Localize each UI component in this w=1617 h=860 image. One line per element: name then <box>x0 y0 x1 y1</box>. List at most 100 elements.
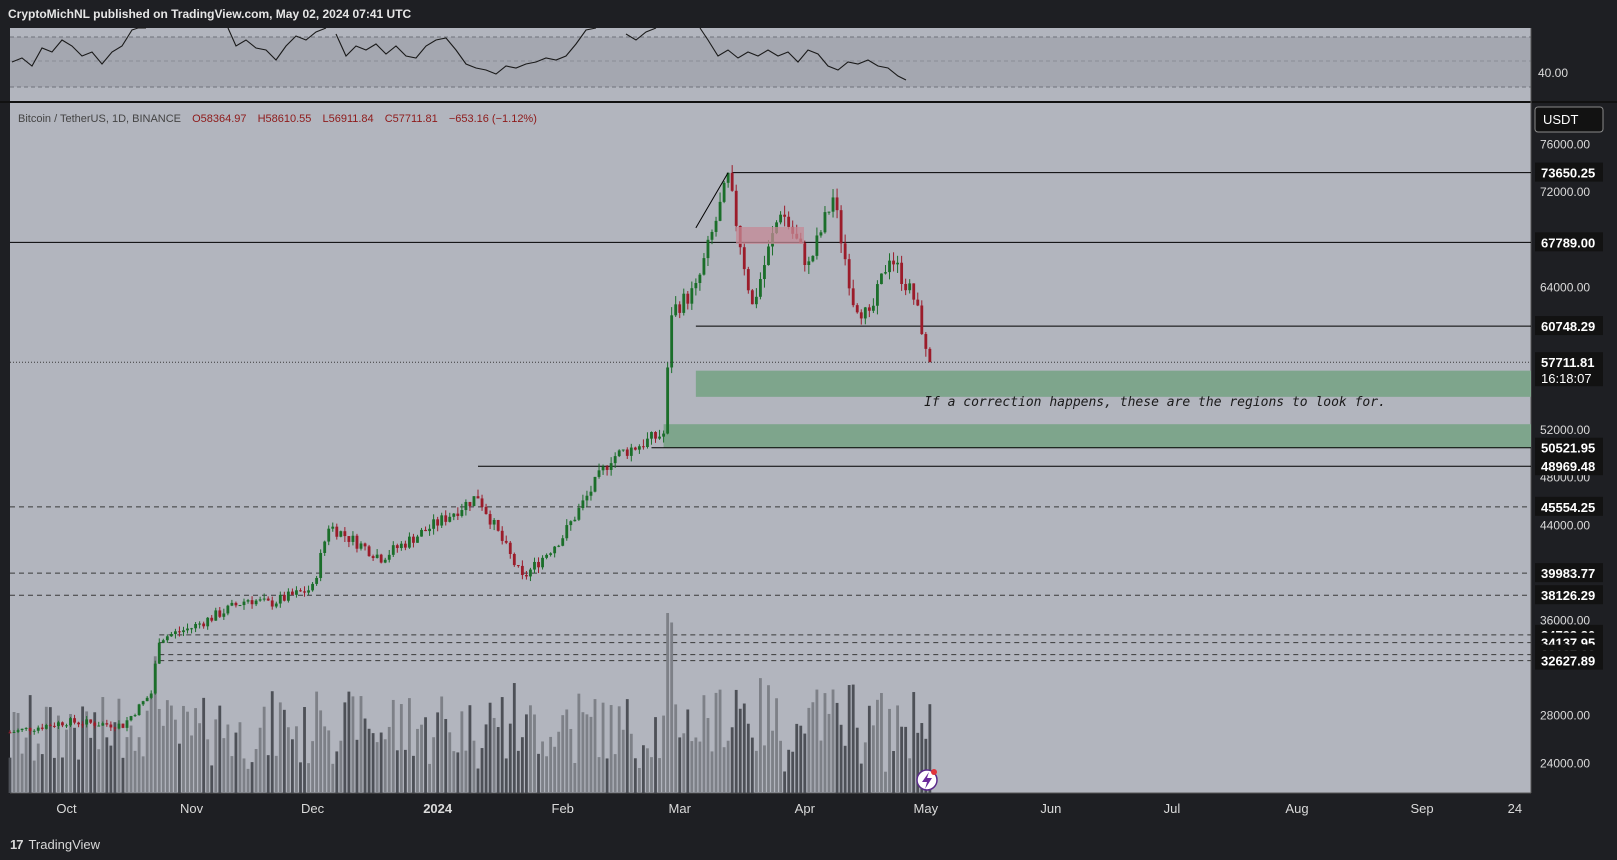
candle-body <box>153 663 157 694</box>
candle-body <box>117 723 121 729</box>
candle-body <box>561 538 565 546</box>
volume-bar <box>117 698 121 793</box>
time-tick-label: 24 <box>1508 801 1522 816</box>
volume-bar <box>206 739 210 793</box>
volume-bar <box>831 689 835 793</box>
volume-bar <box>642 745 645 793</box>
volume-bar <box>900 726 904 793</box>
candle-body <box>32 730 36 732</box>
volume-bar <box>48 707 52 793</box>
currency-button[interactable]: USDT <box>1534 106 1604 133</box>
tradingview-logo-icon[interactable]: 17 <box>10 837 24 852</box>
volume-bar <box>105 737 109 793</box>
candle-body <box>246 600 250 602</box>
volume-bar <box>371 733 375 793</box>
volume-bar <box>61 757 64 793</box>
volume-bar <box>428 763 431 793</box>
candle-body <box>468 501 472 507</box>
level-label-bg <box>1535 232 1603 252</box>
price-tick-label: 44000.00 <box>1540 518 1590 532</box>
volume-bar <box>880 693 883 793</box>
volume-bar <box>924 738 928 793</box>
candle-body <box>629 447 633 456</box>
volume-bar <box>702 695 706 793</box>
level-lines <box>10 172 1531 662</box>
candle-body <box>851 288 855 306</box>
alert-flash-icon[interactable] <box>916 769 938 791</box>
volume-bar <box>734 689 738 793</box>
volume-bar <box>20 753 24 793</box>
candle-body <box>662 433 665 437</box>
candle-body <box>371 556 375 559</box>
candle-body <box>855 305 859 313</box>
level-label: 73650.25 <box>1541 166 1595 181</box>
volume-bar <box>851 684 855 793</box>
candle-body <box>754 296 758 305</box>
volume-bar <box>182 705 185 793</box>
candle-body <box>702 258 706 275</box>
candle-body <box>20 728 24 731</box>
volume-bar <box>408 698 411 793</box>
brand-name[interactable]: TradingView <box>28 837 101 852</box>
volume-bar <box>690 741 694 793</box>
volume-bar <box>165 700 169 793</box>
volume-bar <box>759 678 762 793</box>
level-label-bg <box>1535 456 1603 476</box>
candle-body <box>12 732 16 734</box>
candle-body <box>767 246 770 266</box>
volume-bar <box>613 754 617 793</box>
candle-body <box>876 284 879 306</box>
candle-body <box>496 519 500 531</box>
candle-body <box>432 519 436 529</box>
candle-body <box>617 450 621 457</box>
volume-bar <box>395 750 399 793</box>
volume-bar <box>113 722 117 793</box>
volume-bar <box>553 746 557 793</box>
level-label-bg <box>1535 437 1603 457</box>
volume-bar <box>149 695 153 793</box>
volume-bar <box>811 702 815 793</box>
volume-bar <box>815 689 819 793</box>
volume-bar <box>646 748 649 793</box>
volume-bar <box>226 724 230 793</box>
volume-bar <box>323 726 327 793</box>
candle-body <box>694 283 698 289</box>
publish-line: CryptoMichNL published on TradingView.co… <box>8 7 412 21</box>
volume-bar <box>920 723 924 793</box>
candle-body <box>835 197 839 211</box>
candle-body <box>101 723 105 726</box>
candle-body <box>714 220 718 232</box>
volume-bar <box>682 733 686 793</box>
volume-bar <box>847 685 851 793</box>
candle-body <box>488 514 492 525</box>
volume-bar <box>186 711 189 793</box>
footer-bar: 17 TradingView <box>0 830 1617 860</box>
volume-bar <box>662 715 665 793</box>
time-tick-label: Oct <box>56 801 77 816</box>
candle-body <box>904 283 908 291</box>
last-price-label-bg <box>1535 352 1603 387</box>
volume-bar <box>871 725 875 793</box>
volume-bar <box>347 691 351 793</box>
volume-bar <box>819 740 823 793</box>
upper-correction-zone <box>695 370 1531 397</box>
rally-trend-line[interactable] <box>695 172 729 229</box>
candle-body <box>581 500 585 509</box>
candle-body <box>573 519 577 522</box>
candle-body <box>121 723 125 728</box>
volume-bar <box>565 709 569 793</box>
volume-bar <box>557 731 561 793</box>
price-tick-label: 28000.00 <box>1540 709 1590 723</box>
highlight-box <box>736 227 804 244</box>
volume-bar <box>254 749 258 793</box>
candle-body <box>734 190 738 226</box>
volume-bar <box>783 771 787 793</box>
candle-body <box>831 197 835 212</box>
candle-body <box>291 591 294 595</box>
currency-label[interactable]: USDT <box>1543 112 1578 127</box>
candle-body <box>847 259 851 289</box>
level-label-bg <box>1535 585 1603 605</box>
ohlc-low: L56911.84 <box>322 113 373 125</box>
candle-body <box>807 261 811 265</box>
